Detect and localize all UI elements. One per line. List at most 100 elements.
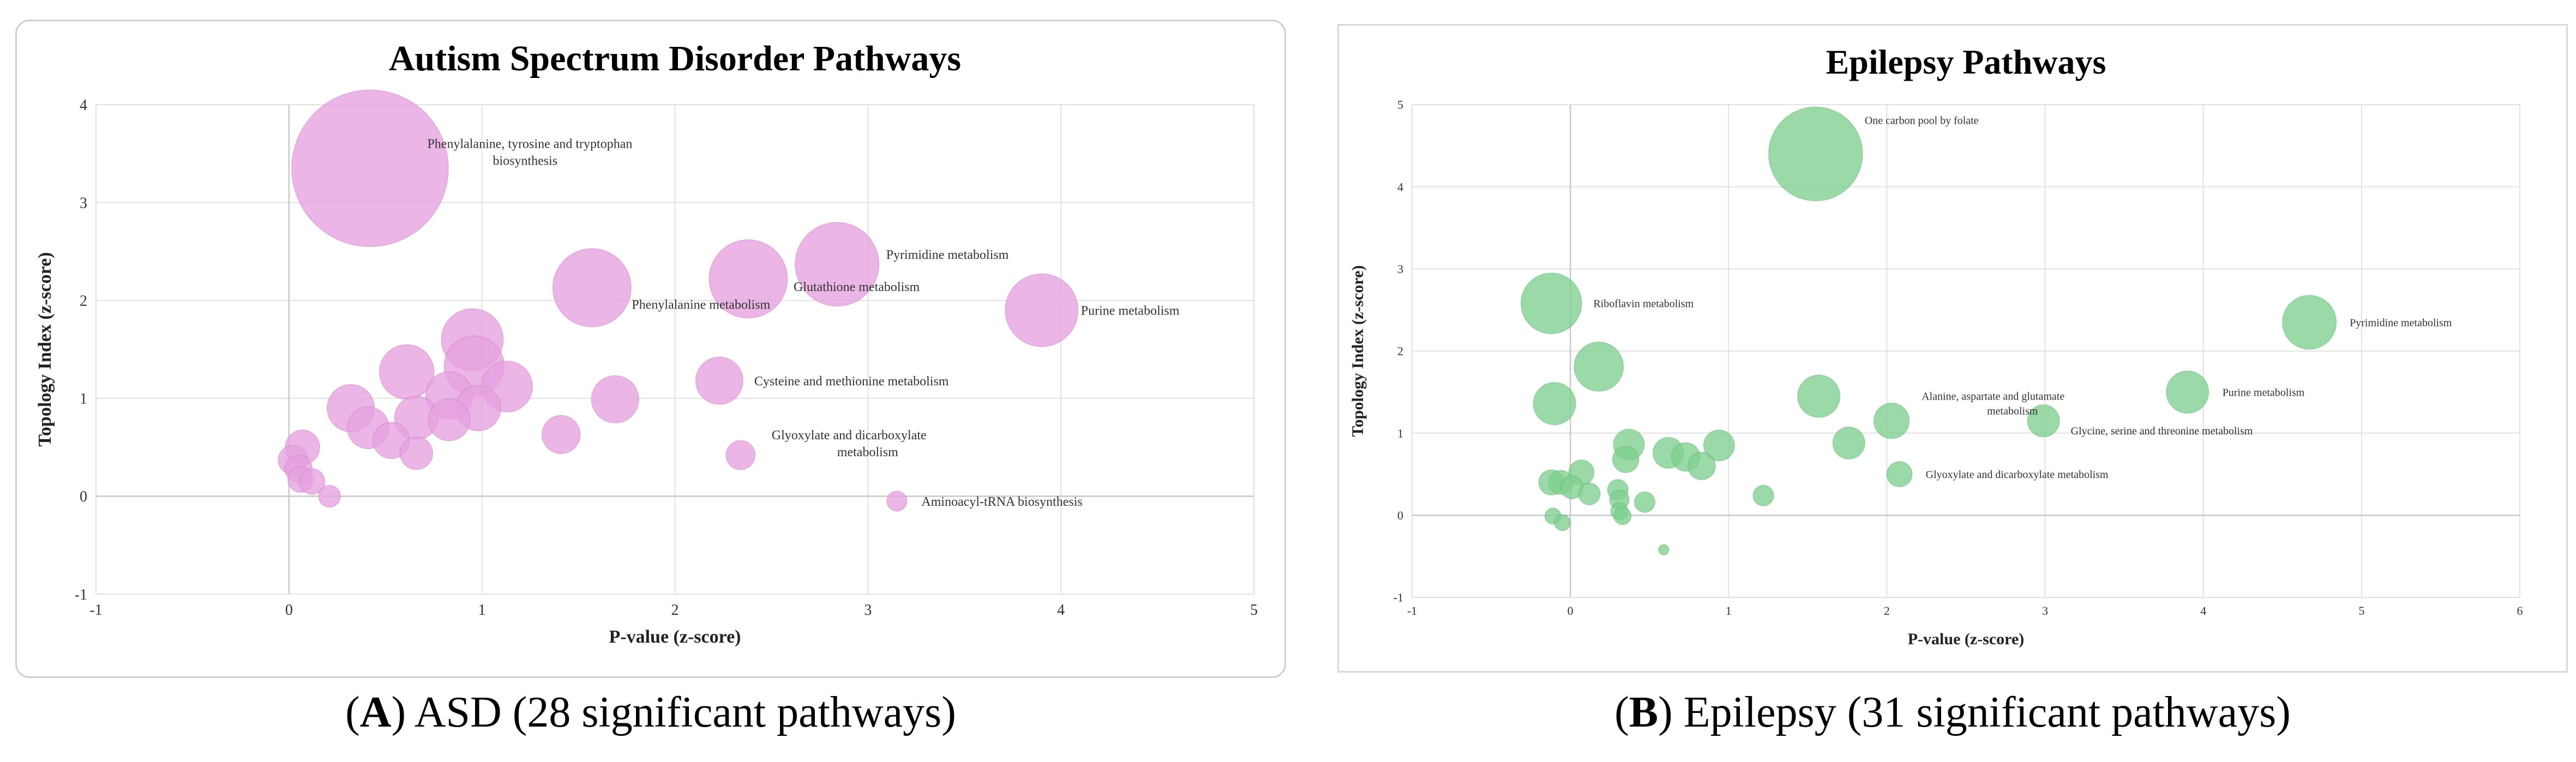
asd-x-tick-label: 3 xyxy=(864,602,872,619)
epilepsy-bubble xyxy=(1533,382,1576,426)
asd-x-tick-label: 2 xyxy=(671,602,679,619)
epilepsy-x-tick-label: 4 xyxy=(2200,604,2206,618)
epilepsy-bubble xyxy=(1873,402,1910,439)
asd-data-label-line: Glyoxylate and dicarboxylate xyxy=(772,428,927,443)
asd-x-tick-label: 0 xyxy=(285,602,293,619)
epilepsy-tick-labels: -1 0 1 2 3 4 5 6 -1 0 1 2 3 4 5 xyxy=(1394,98,2523,618)
epilepsy-x-tick-label: 5 xyxy=(2358,604,2364,618)
epilepsy-bubble xyxy=(1886,461,1913,488)
asd-bubble xyxy=(695,356,744,405)
epilepsy-bubble-chart: Epilepsy Pathways -1 0 1 2 3 4 5 6 -1 0 1 2 3 4 5 P-valu… xyxy=(1349,43,2523,648)
epilepsy-data-label: Glyoxylate and dicarboxylate metabolism xyxy=(1926,469,2109,481)
epilepsy-bubbles xyxy=(1520,106,2337,556)
epilepsy-bubble xyxy=(1703,429,1736,462)
epilepsy-bubble xyxy=(1613,507,1632,525)
epilepsy-bubble xyxy=(2165,370,2209,414)
epilepsy-x-tick-label: 2 xyxy=(1884,604,1890,618)
asd-data-label: Glyoxylate and dicarboxylate metabolism xyxy=(772,428,927,459)
asd-data-label-line: Pyrimidine metabolism xyxy=(886,248,1009,262)
asd-x-tick-label: 1 xyxy=(478,602,486,619)
epilepsy-bubble xyxy=(2027,404,2061,438)
asd-y-tick-label: 1 xyxy=(80,391,87,408)
epilepsy-bubble xyxy=(1520,272,1582,335)
epilepsy-y-axis-label: Topology Index (z-score) xyxy=(1349,265,1367,437)
epilepsy-bubble xyxy=(1574,341,1624,392)
asd-data-label: Cysteine and methionine metabolism xyxy=(754,374,949,389)
epilepsy-caption-letter: B xyxy=(1629,688,1659,736)
epilepsy-data-label-line: Alanine, aspartate and glutamate xyxy=(1922,391,2064,403)
asd-data-label: Pyrimidine metabolism xyxy=(886,248,1009,262)
asd-data-label-line: Purine metabolism xyxy=(1081,304,1180,318)
epilepsy-bubble xyxy=(1578,482,1601,506)
asd-data-label: Purine metabolism xyxy=(1081,304,1180,318)
asd-data-label-line: Phenylalanine, tyrosine and tryptophan xyxy=(427,137,632,152)
asd-chart-panel: Autism Spectrum Disorder Pathways -1 0 1 2 3 4… xyxy=(15,20,1286,678)
epilepsy-bubble xyxy=(1553,514,1571,531)
asd-y-tick-label: -1 xyxy=(75,586,87,603)
epilepsy-bubble xyxy=(1687,451,1716,481)
asd-bubble xyxy=(591,375,640,424)
epilepsy-caption-text: Epilepsy (31 significant pathways) xyxy=(1683,688,2291,736)
epilepsy-data-label-line: Glyoxylate and dicarboxylate metabolism xyxy=(1926,469,2109,481)
epilepsy-bubble xyxy=(1832,426,1866,460)
asd-data-label-line: Glutathione metabolism xyxy=(794,280,920,294)
asd-data-label-line: Aminoacyl-tRNA biosynthesis xyxy=(921,495,1082,509)
epilepsy-caption: (B) Epilepsy (31 significant pathways) xyxy=(1614,688,2291,736)
asd-bubble xyxy=(291,89,449,247)
epilepsy-x-tick-label: 0 xyxy=(1568,604,1574,618)
asd-data-labels: Phenylalanine, tyrosine and tryptophan bi… xyxy=(427,137,1179,509)
epilepsy-chart-title: Epilepsy Pathways xyxy=(1826,43,2106,81)
asd-x-tick-label: -1 xyxy=(89,602,102,619)
asd-chart-title: Autism Spectrum Disorder Pathways xyxy=(389,39,961,78)
epilepsy-bubble xyxy=(2281,294,2337,350)
epilepsy-bubble xyxy=(1752,485,1775,507)
asd-tick-labels: -1 0 1 2 3 4 5 -1 0 1 2 3 4 xyxy=(75,97,1258,619)
asd-bubble xyxy=(708,239,788,319)
epilepsy-data-label-line: Pyrimidine metabolism xyxy=(2350,317,2452,329)
epilepsy-bubble xyxy=(1612,445,1640,474)
asd-bubble xyxy=(399,436,434,470)
asd-data-label-line: metabolism xyxy=(837,445,898,459)
asd-y-tick-label: 2 xyxy=(80,293,87,310)
epilepsy-bubble xyxy=(1797,374,1841,418)
asd-bubble-chart: Autism Spectrum Disorder Pathways -1 0 1 2 3 4… xyxy=(35,39,1258,647)
epilepsy-y-tick-label: 3 xyxy=(1397,262,1403,276)
epilepsy-y-tick-label: 2 xyxy=(1397,344,1403,358)
asd-x-tick-label: 4 xyxy=(1057,602,1065,619)
epilepsy-x-axis-label: P-value (z-score) xyxy=(1908,630,2025,648)
epilepsy-data-label: Riboflavin metabolism xyxy=(1593,298,1694,310)
epilepsy-y-tick-label: 5 xyxy=(1397,98,1403,112)
asd-caption-text: ASD (28 significant pathways) xyxy=(414,688,956,736)
asd-y-tick-label: 4 xyxy=(80,97,87,114)
asd-bubble xyxy=(886,491,908,512)
epilepsy-x-tick-label: 6 xyxy=(2517,604,2523,618)
epilepsy-bubble xyxy=(1658,544,1670,556)
asd-data-label-line: Cysteine and methionine metabolism xyxy=(754,374,949,389)
asd-bubbles xyxy=(278,89,1079,512)
epilepsy-y-tick-label: 0 xyxy=(1397,509,1403,522)
epilepsy-gridlines xyxy=(1412,104,2520,598)
asd-bubble xyxy=(1004,273,1079,347)
epilepsy-bubble xyxy=(1768,106,1863,202)
asd-caption-letter: A xyxy=(359,688,392,736)
epilepsy-y-tick-label: -1 xyxy=(1394,591,1403,604)
epilepsy-data-label: Pyrimidine metabolism xyxy=(2350,317,2452,329)
epilepsy-data-label: Alanine, aspartate and glutamate metaboli… xyxy=(1922,391,2064,418)
epilepsy-data-label-line: Riboflavin metabolism xyxy=(1593,298,1694,310)
epilepsy-x-tick-label: -1 xyxy=(1407,604,1417,618)
epilepsy-chart-panel: Epilepsy Pathways -1 0 1 2 3 4 5 6 -1 0 1 2 3 4 5 P-valu… xyxy=(1337,24,2568,673)
asd-y-axis-label: Topology Index (z-score) xyxy=(35,252,55,447)
epilepsy-x-tick-label: 3 xyxy=(2042,604,2048,618)
epilepsy-data-label-line: Purine metabolism xyxy=(2223,386,2305,398)
asd-bubble xyxy=(298,468,326,495)
asd-data-label: Phenylalanine metabolism xyxy=(632,298,770,312)
asd-caption: (A) ASD (28 significant pathways) xyxy=(345,688,956,736)
epilepsy-bubble xyxy=(1634,491,1656,513)
asd-y-tick-label: 3 xyxy=(80,195,87,211)
epilepsy-data-label: Glycine, serine and threonine metabolism xyxy=(2071,425,2253,437)
asd-data-label-line: Phenylalanine metabolism xyxy=(632,298,770,312)
epilepsy-data-label-line: One carbon pool by folate xyxy=(1865,114,1979,126)
asd-gridlines xyxy=(95,104,1254,595)
asd-x-axis-label: P-value (z-score) xyxy=(609,627,741,647)
asd-data-label-line: biosynthesis xyxy=(493,154,557,168)
